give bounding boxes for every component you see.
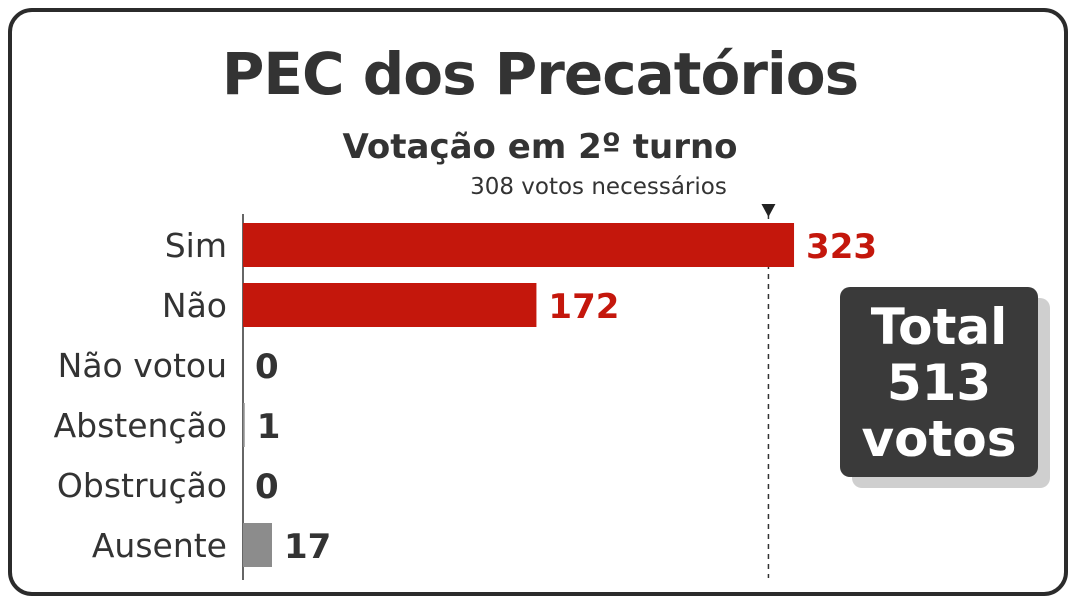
value-label-sim: 323 [806,227,877,267]
chart-title: PEC dos Precatórios [221,40,859,108]
value-label-ausente: 17 [284,527,331,567]
category-label-sim: Sim [165,226,227,265]
value-label-nao-votou: 0 [255,347,279,387]
threshold-marker [761,204,776,217]
bar-ausente [243,523,273,567]
value-label-obstrucao: 0 [255,467,279,507]
category-label-obstrucao: Obstrução [57,466,227,505]
total-label: Total [870,298,1008,356]
bar-abstencao [243,403,245,447]
chart-subtitle: Votação em 2º turno [342,127,738,167]
total-value: 513 [886,354,992,412]
total-box: Total 513 votos [840,287,1038,477]
category-label-abstencao: Abstenção [54,406,227,445]
value-label-nao: 172 [548,287,619,327]
value-label-abstencao: 1 [257,407,281,447]
bar-sim [243,223,795,267]
category-label-ausente: Ausente [92,526,227,565]
category-label-nao: Não [162,286,227,325]
bar-nao [243,283,537,327]
threshold-label: 308 votos necessários [470,174,727,200]
category-label-nao-votou: Não votou [58,346,227,385]
total-unit: votos [861,410,1017,468]
